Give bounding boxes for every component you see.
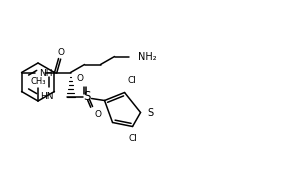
Text: O: O (57, 48, 64, 57)
Text: HN: HN (40, 92, 54, 101)
Text: O: O (94, 110, 101, 119)
Text: Cl: Cl (128, 76, 136, 85)
Text: NH: NH (39, 69, 53, 78)
Text: NH₂: NH₂ (137, 51, 156, 61)
Text: S: S (83, 90, 90, 103)
Text: S: S (147, 107, 154, 117)
Text: O: O (76, 74, 83, 83)
Text: CH₃: CH₃ (30, 77, 46, 87)
Text: Cl: Cl (128, 134, 137, 143)
